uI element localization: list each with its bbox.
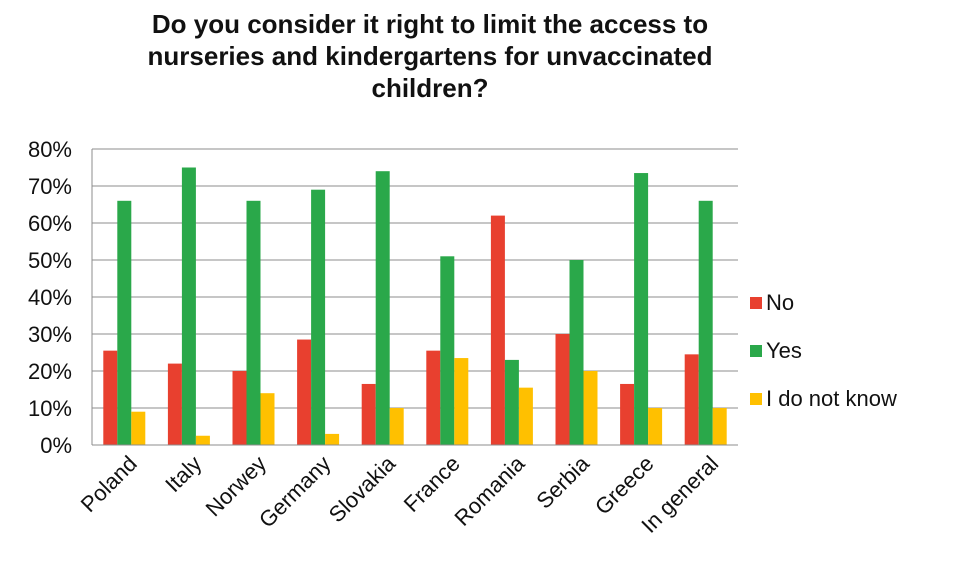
bar-i-do-not-know — [390, 408, 404, 445]
bar-yes — [634, 173, 648, 445]
bar-yes — [247, 201, 261, 445]
bar-no — [168, 364, 182, 445]
x-category-label: Serbia — [531, 450, 594, 513]
legend-swatch — [750, 345, 762, 357]
bar-i-do-not-know — [584, 371, 598, 445]
bar-yes — [311, 190, 325, 445]
x-category-label: Italy — [160, 451, 206, 497]
bars — [103, 168, 726, 446]
y-tick-label: 0% — [40, 433, 72, 458]
y-tick-label: 70% — [28, 174, 72, 199]
bar-no — [233, 371, 247, 445]
y-tick-label: 80% — [28, 137, 72, 162]
bar-yes — [182, 168, 196, 446]
legend-swatch — [750, 393, 762, 405]
y-tick-label: 40% — [28, 285, 72, 310]
bar-yes — [440, 256, 454, 445]
bar-no — [426, 351, 440, 445]
bar-i-do-not-know — [519, 388, 533, 445]
bar-i-do-not-know — [131, 412, 145, 445]
y-tick-label: 50% — [28, 248, 72, 273]
x-axis-category-labels: Poland ItalyNorweyGermanySlovakiaFranceRo… — [76, 450, 724, 537]
legend-label: I do not know — [766, 386, 897, 411]
x-category-label: Germany — [254, 451, 336, 533]
bar-i-do-not-know — [648, 408, 662, 445]
legend-label: Yes — [766, 338, 802, 363]
x-category-label: Romania — [449, 450, 529, 530]
y-tick-label: 20% — [28, 359, 72, 384]
bar-i-do-not-know — [713, 408, 727, 445]
x-category-label: Poland — [76, 451, 142, 517]
bar-yes — [117, 201, 131, 445]
y-axis-tick-labels: 0% 10% 20% 30% 40% 50% 60% 70% 80% — [28, 137, 72, 458]
bar-no — [685, 354, 699, 445]
bar-yes — [699, 201, 713, 445]
bar-no — [297, 340, 311, 445]
x-category-label: Slovakia — [324, 450, 401, 527]
bar-no — [103, 351, 117, 445]
legend-swatch — [750, 297, 762, 309]
bar-no — [620, 384, 634, 445]
bar-yes — [505, 360, 519, 445]
bar-i-do-not-know — [325, 434, 339, 445]
y-tick-label: 30% — [28, 322, 72, 347]
bar-no — [362, 384, 376, 445]
legend: No Yes I do not know — [750, 290, 897, 411]
bar-i-do-not-know — [261, 393, 275, 445]
bar-yes — [376, 171, 390, 445]
bar-yes — [570, 260, 584, 445]
y-tick-label: 10% — [28, 396, 72, 421]
bar-i-do-not-know — [454, 358, 468, 445]
bar-no — [556, 334, 570, 445]
bar-i-do-not-know — [196, 436, 210, 445]
y-tick-label: 60% — [28, 211, 72, 236]
bar-no — [491, 216, 505, 445]
legend-label: No — [766, 290, 794, 315]
